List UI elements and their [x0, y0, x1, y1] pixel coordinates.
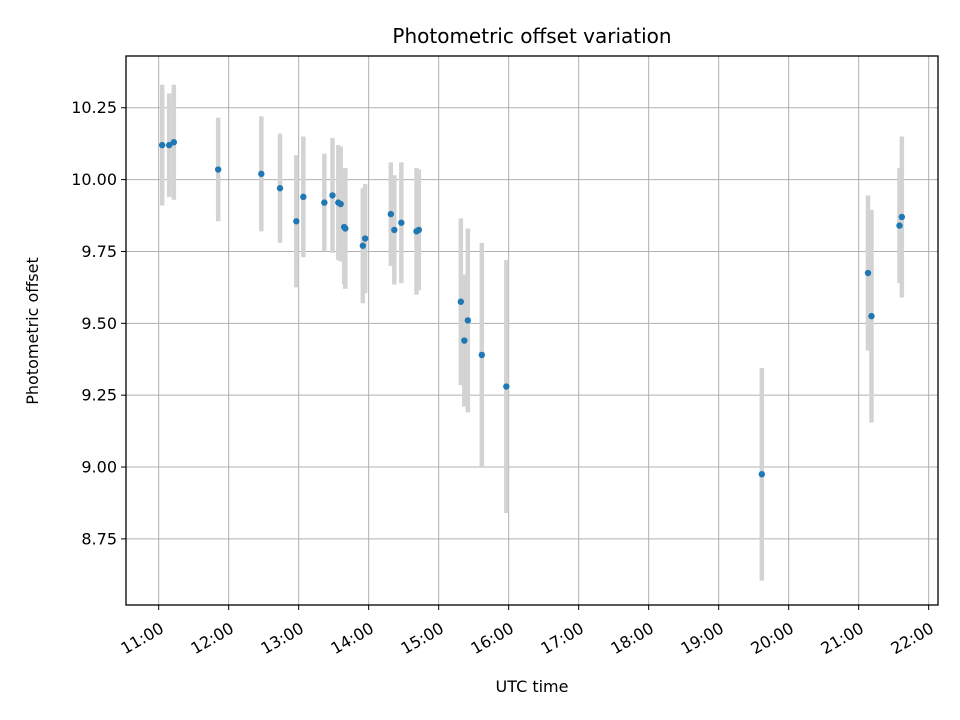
y-axis-label: Photometric offset: [23, 257, 42, 405]
data-point: [293, 218, 300, 225]
data-point: [321, 199, 328, 206]
data-point: [214, 166, 222, 173]
data-point: [864, 269, 872, 277]
data-point: [478, 351, 486, 359]
y-tick-label: 9.75: [81, 242, 117, 261]
data-point: [464, 317, 472, 324]
data-point: [258, 170, 265, 178]
data-point: [165, 141, 173, 149]
y-tick-label: 9.00: [81, 458, 117, 477]
data-point: [337, 200, 344, 208]
data-point: [387, 210, 395, 218]
data-point: [329, 192, 336, 199]
chart-title: Photometric offset variation: [392, 24, 671, 48]
data-point: [461, 337, 468, 344]
data-points: [158, 139, 906, 478]
data-point: [898, 213, 906, 221]
data-point: [170, 139, 178, 146]
data-point: [457, 298, 465, 305]
data-point: [359, 242, 367, 249]
data-point: [276, 185, 284, 192]
data-point: [503, 383, 510, 390]
y-tick-label: 8.75: [81, 529, 117, 548]
data-point: [391, 226, 398, 234]
x-axis-label: UTC time: [496, 677, 569, 696]
y-tick-label: 9.50: [81, 314, 117, 333]
y-axis-ticks: 8.75 9.00 9.25 9.50 9.75 10.00 10.25: [71, 98, 126, 548]
y-tick-label: 10.00: [71, 170, 117, 189]
data-point: [896, 222, 903, 229]
data-point: [868, 312, 875, 320]
y-tick-label: 9.25: [81, 386, 117, 405]
data-point: [342, 225, 349, 232]
data-point: [300, 193, 307, 201]
data-point: [361, 235, 369, 242]
data-point: [758, 471, 766, 478]
y-tick-label: 10.25: [71, 98, 117, 117]
data-point: [415, 226, 423, 234]
grid: [126, 56, 938, 605]
data-point: [158, 141, 166, 149]
data-point: [398, 219, 405, 226]
plot-frame: [125, 55, 939, 606]
